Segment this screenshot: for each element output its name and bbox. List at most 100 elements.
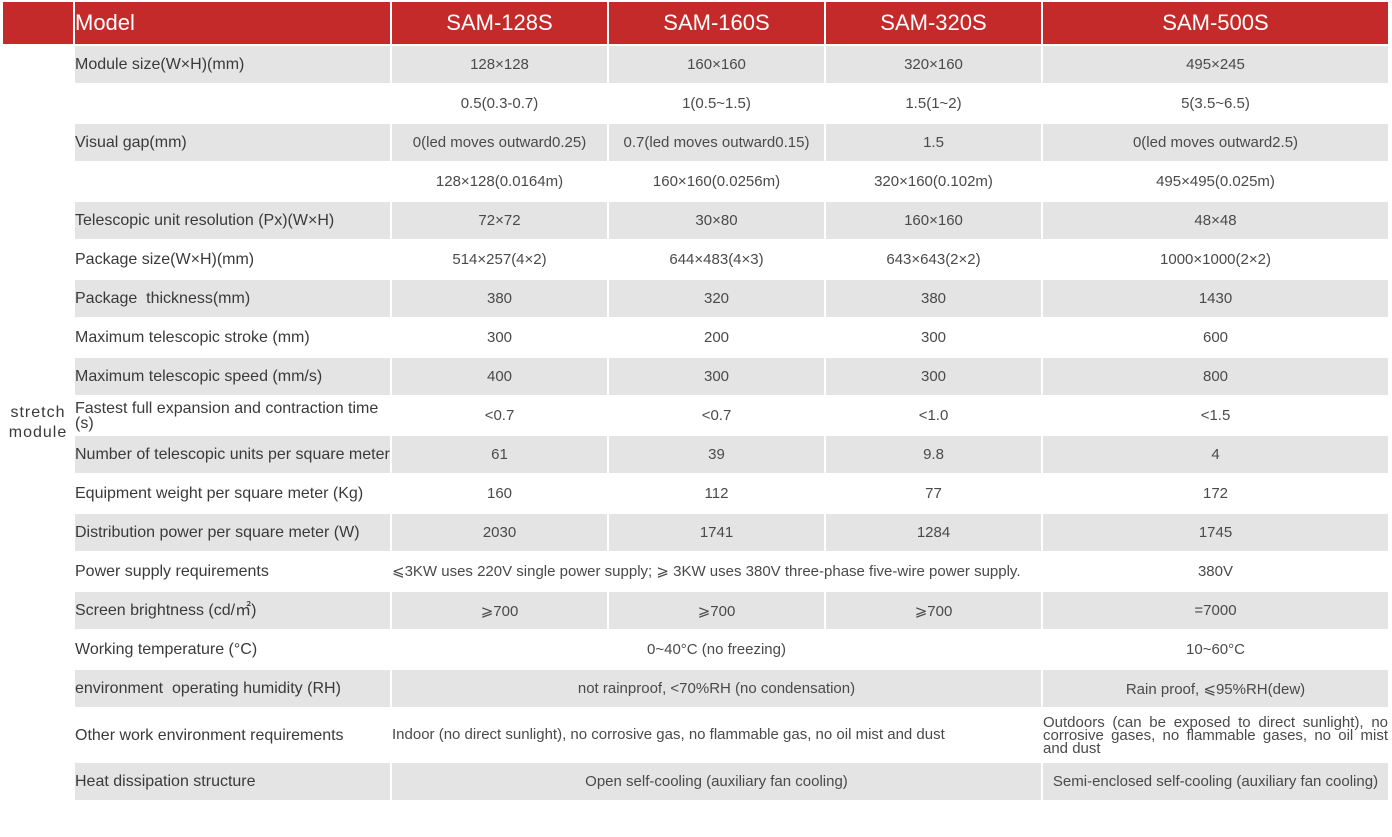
row-label: Maximum telescopic speed (mm/s) (75, 358, 390, 395)
row-label: Number of telescopic units per square me… (75, 436, 390, 473)
group-label: stretch module (3, 46, 73, 800)
cell-value: ⩾700 (609, 592, 824, 629)
spec-row: Other work environment requirements Indo… (3, 709, 1388, 761)
cell-value: 172 (1043, 475, 1388, 512)
cell-value: 0(led moves outward2.5) (1043, 124, 1388, 161)
cell-value: 61 (392, 436, 607, 473)
cell-value: <0.7 (392, 397, 607, 434)
row-label: Package size(W×H)(mm) (75, 241, 390, 278)
model-column-header: SAM-500S (1043, 2, 1388, 44)
cell-value: 800 (1043, 358, 1388, 395)
cell-value: 1000×1000(2×2) (1043, 241, 1388, 278)
spec-row: Number of telescopic units per square me… (3, 436, 1388, 473)
spec-row: Distribution power per square meter (W) … (3, 514, 1388, 551)
spec-row: stretch module Module size(W×H)(mm) 128×… (3, 46, 1388, 800)
cell-value: 1.5(1~2) (826, 85, 1041, 122)
merged-value: Indoor (no direct sunlight), no corrosiv… (392, 709, 1041, 761)
spec-row: Telescopic unit resolution (Px)(W×H) 72×… (3, 202, 1388, 239)
spec-row: Screen brightness (cd/㎡) ⩾700 ⩾700 ⩾700 … (3, 592, 1388, 629)
cell-value: 160×160 (826, 202, 1041, 239)
cell-value: Outdoors (can be exposed to direct sunli… (1043, 709, 1388, 761)
row-label: Other work environment requirements (75, 709, 390, 761)
spec-row: Maximum telescopic stroke (mm) 300 200 3… (3, 319, 1388, 356)
cell-value: 1745 (1043, 514, 1388, 551)
cell-value: 112 (609, 475, 824, 512)
cell-value: 300 (609, 358, 824, 395)
cell-value: 77 (826, 475, 1041, 512)
cell-value: =7000 (1043, 592, 1388, 629)
row-label (75, 85, 390, 122)
cell-value: 5(3.5~6.5) (1043, 85, 1388, 122)
merged-value: ⩽3KW uses 220V single power supply; ⩾ 3K… (392, 553, 1041, 590)
cell-value: 9.8 (826, 436, 1041, 473)
cell-value: <0.7 (609, 397, 824, 434)
cell-value: ⩾700 (392, 592, 607, 629)
row-label: environment operating humidity (RH) (75, 670, 390, 707)
merged-value: Open self-cooling (auxiliary fan cooling… (392, 763, 1041, 800)
spec-row: Equipment weight per square meter (Kg) 1… (3, 475, 1388, 512)
cell-value: 4 (1043, 436, 1388, 473)
model-column-header: SAM-128S (392, 2, 607, 44)
model-header: Model (75, 2, 390, 44)
cell-value: 2030 (392, 514, 607, 551)
cell-value: <1.5 (1043, 397, 1388, 434)
spec-row: Maximum telescopic speed (mm/s) 400 300 … (3, 358, 1388, 395)
cell-value: 72×72 (392, 202, 607, 239)
header-row: Model SAM-128S SAM-160S SAM-320S SAM-500… (3, 2, 1388, 44)
cell-value: <1.0 (826, 397, 1041, 434)
row-label: Module size(W×H)(mm) (75, 46, 390, 83)
cell-value: 600 (1043, 319, 1388, 356)
merged-value: 0~40°C (no freezing) (392, 631, 1041, 668)
row-label: Package thickness(mm) (75, 280, 390, 317)
spec-row: environment operating humidity (RH) not … (3, 670, 1388, 707)
cell-value: ⩾700 (826, 592, 1041, 629)
cell-value: 1(0.5~1.5) (609, 85, 824, 122)
row-label: Maximum telescopic stroke (mm) (75, 319, 390, 356)
cell-value: 300 (826, 358, 1041, 395)
row-label: Equipment weight per square meter (Kg) (75, 475, 390, 512)
row-label: Screen brightness (cd/㎡) (75, 592, 390, 629)
spec-row: Power supply requirements ⩽3KW uses 220V… (3, 553, 1388, 590)
row-label: Heat dissipation structure (75, 763, 390, 800)
cell-value: 320 (609, 280, 824, 317)
cell-value: 644×483(4×3) (609, 241, 824, 278)
cell-value: 0(led moves outward0.25) (392, 124, 607, 161)
cell-value: 514×257(4×2) (392, 241, 607, 278)
spec-row: Working temperature (°C) 0~40°C (no free… (3, 631, 1388, 668)
cell-value: 1741 (609, 514, 824, 551)
cell-value: 300 (826, 319, 1041, 356)
cell-value: 0.7(led moves outward0.15) (609, 124, 824, 161)
cell-value: 39 (609, 436, 824, 473)
spec-row: Package thickness(mm) 380 320 380 1430 (3, 280, 1388, 317)
row-label: Fastest full expansion and contraction t… (75, 397, 390, 434)
spec-row: 128×128(0.0164m) 160×160(0.0256m) 320×16… (3, 163, 1388, 200)
cell-value: 30×80 (609, 202, 824, 239)
row-label (75, 163, 390, 200)
cell-value: 128×128(0.0164m) (392, 163, 607, 200)
row-label: Distribution power per square meter (W) (75, 514, 390, 551)
cell-value: 495×495(0.025m) (1043, 163, 1388, 200)
cell-value: 200 (609, 319, 824, 356)
spec-row: Visual gap(mm) 0(led moves outward0.25) … (3, 124, 1388, 161)
cell-value: 10~60°C (1043, 631, 1388, 668)
cell-value: 495×245 (1043, 46, 1388, 83)
cell-value: 320×160(0.102m) (826, 163, 1041, 200)
cell-value: 643×643(2×2) (826, 241, 1041, 278)
cell-value: 160×160 (609, 46, 824, 83)
cell-value: Rain proof, ⩽95%RH(dew) (1043, 670, 1388, 707)
cell-value: 320×160 (826, 46, 1041, 83)
spec-table: Model SAM-128S SAM-160S SAM-320S SAM-500… (1, 0, 1390, 802)
cell-value: 1284 (826, 514, 1041, 551)
cell-value: 1.5 (826, 124, 1041, 161)
cell-value: 0.5(0.3-0.7) (392, 85, 607, 122)
cell-value: 1430 (1043, 280, 1388, 317)
model-column-header: SAM-320S (826, 2, 1041, 44)
spec-row: 0.5(0.3-0.7) 1(0.5~1.5) 1.5(1~2) 5(3.5~6… (3, 85, 1388, 122)
spec-row: Package size(W×H)(mm) 514×257(4×2) 644×4… (3, 241, 1388, 278)
cell-value: 128×128 (392, 46, 607, 83)
cell-value: 48×48 (1043, 202, 1388, 239)
merged-value: not rainproof, <70%RH (no condensation) (392, 670, 1041, 707)
cell-value: 400 (392, 358, 607, 395)
row-label: Visual gap(mm) (75, 124, 390, 161)
spec-row: Fastest full expansion and contraction t… (3, 397, 1388, 434)
